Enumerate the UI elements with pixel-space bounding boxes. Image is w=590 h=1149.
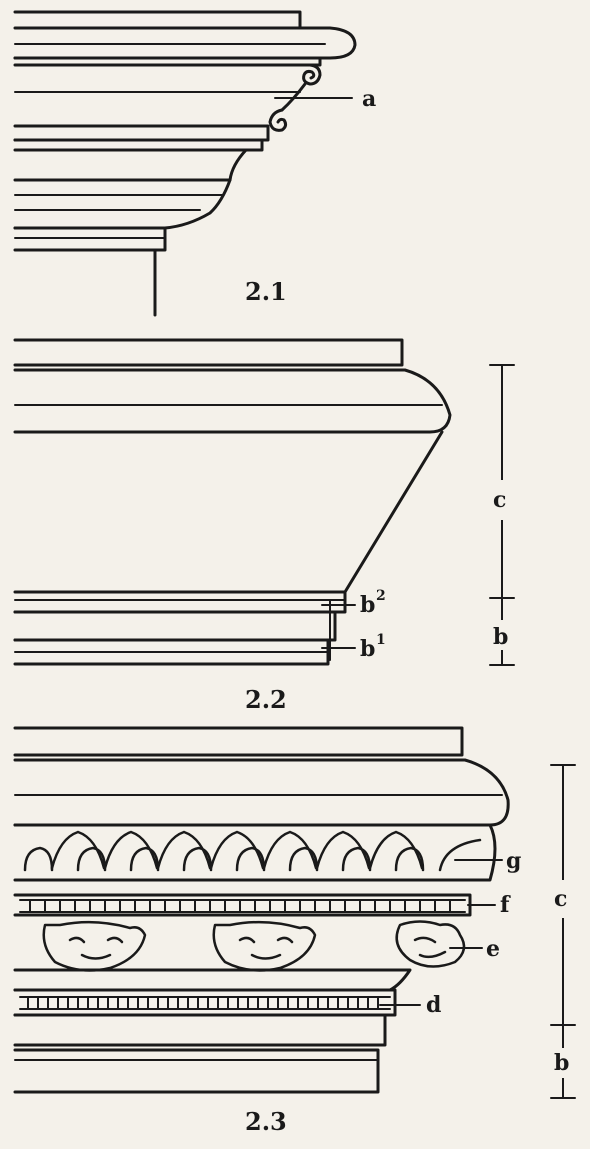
figure-2-3: [13, 726, 576, 1099]
fig2-top-fillet: [13, 338, 404, 367]
fig1-cavetto: [13, 138, 264, 182]
fig3-lotus-ornament: [23, 830, 482, 872]
fig3-top-fillet: [13, 726, 464, 757]
figure-2-2: [13, 338, 515, 666]
fig3-caption: 2.3: [245, 1107, 287, 1136]
fig1-lower-scroll: [268, 108, 288, 132]
fig1-scroll-band: [13, 56, 322, 67]
fig3-base: [13, 1013, 387, 1047]
fig1-caption: 2.1: [245, 277, 287, 306]
fig3-bead-row: [19, 899, 466, 913]
fig3-bead-d-row: [19, 996, 391, 1010]
fig3-astragal: [13, 968, 412, 992]
fig1-top-fillet: [13, 10, 302, 30]
fig2-label-b2-sup: 2: [376, 588, 386, 604]
fig1-upper-scroll: [302, 63, 322, 86]
fig2-fillet-b2: [13, 590, 347, 614]
fig3-label-b: b: [554, 1050, 569, 1076]
fig2-label-c: c: [493, 487, 506, 513]
fig2-label-b2: b: [360, 592, 375, 618]
fig2-torus: [13, 368, 452, 434]
fig3-label-f: f: [500, 892, 511, 918]
fig3-label-d: d: [426, 992, 441, 1018]
fig2-caption: 2.2: [245, 685, 287, 714]
fig3-lion-heads: [42, 920, 466, 972]
fig3-corona: [13, 758, 510, 827]
fig2-fillet-b1: [13, 610, 337, 642]
figure-2-1: [13, 10, 357, 317]
fig1-label-a: a: [362, 86, 376, 112]
fig2-label-b1: b: [360, 636, 375, 662]
fig3-lotus-band: [13, 823, 497, 882]
fig1-upper-torus: [13, 26, 357, 60]
fig2-label-b1-sup: 1: [376, 632, 386, 648]
fig2-slope: [343, 430, 444, 594]
fig3-label-e: e: [486, 936, 500, 962]
fig3-label-c: c: [554, 886, 567, 912]
fig2-label-b: b: [493, 624, 508, 650]
fig3-label-g: g: [506, 848, 521, 874]
